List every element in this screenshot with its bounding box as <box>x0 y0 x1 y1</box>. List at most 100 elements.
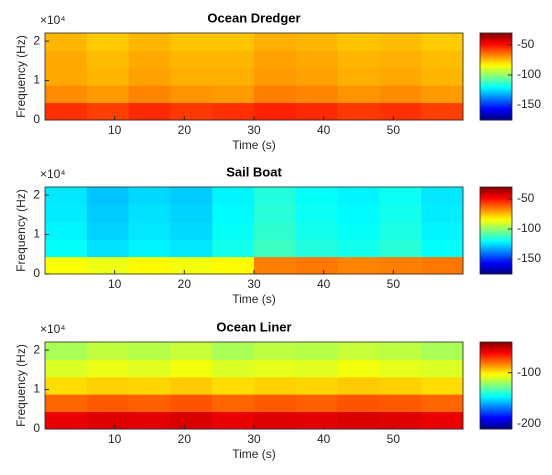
heatmap-cell <box>421 221 464 240</box>
colorbar-segment <box>480 189 512 192</box>
colorbar-segment <box>480 63 512 67</box>
heatmap-cell <box>86 394 130 413</box>
heatmap-cell <box>254 359 297 378</box>
heatmap-cell <box>212 239 255 258</box>
heatmap-cell <box>170 67 213 86</box>
heatmap-cell <box>254 239 297 258</box>
colorbar-segment <box>480 252 512 255</box>
colorbar-segment <box>480 39 512 43</box>
heatmap-cell <box>128 85 171 104</box>
heatmap-cell <box>86 85 130 104</box>
heatmap-cell <box>86 187 130 205</box>
colorbar-segment <box>480 193 512 197</box>
x-axis-label: Time (s) <box>232 447 276 461</box>
colorbar-segment <box>480 234 512 238</box>
y-tick-label: 2 <box>33 33 40 47</box>
colorbar-segment <box>480 54 512 58</box>
heatmap-cell <box>295 50 339 69</box>
colorbar-segment <box>480 265 512 268</box>
heatmap-cell <box>45 256 88 275</box>
colorbar-segment <box>480 48 512 51</box>
heatmap-cell <box>86 376 130 395</box>
colorbar-tick-label: -100 <box>517 221 541 235</box>
heatmap-cell <box>45 33 88 51</box>
colorbar-segment <box>480 400 512 404</box>
heatmap-cell <box>45 50 88 69</box>
colorbar-segment <box>480 41 512 45</box>
y-axis-label: Frequency (Hz) <box>14 35 28 118</box>
y-exponent-label: ×10⁴ <box>40 167 66 181</box>
colorbar-tick-label: -150 <box>517 251 541 265</box>
x-tick-label: 30 <box>247 123 261 137</box>
y-tick-label: 2 <box>33 187 40 201</box>
heatmap-cell <box>379 221 422 240</box>
heatmap-cell <box>254 411 297 430</box>
heatmap-cell <box>337 342 380 360</box>
heatmap-cell <box>128 221 171 240</box>
colorbar-segment <box>480 350 512 354</box>
heatmap-cell <box>212 85 255 104</box>
colorbar-segment <box>480 247 512 251</box>
heatmap-cell <box>86 256 130 275</box>
colorbar-segment <box>480 187 512 190</box>
heatmap-cell <box>337 239 380 258</box>
colorbar-segment <box>480 111 512 114</box>
colorbar-segment <box>480 376 512 380</box>
heatmap-cell <box>86 67 130 86</box>
heatmap-cell <box>295 33 339 51</box>
colorbar-segment <box>480 208 512 212</box>
colorbar-segment <box>480 78 512 82</box>
colorbar-segment <box>480 409 512 413</box>
colorbar-segment <box>480 33 512 36</box>
colorbar-frame <box>479 341 513 430</box>
colorbar-tick-label: -150 <box>517 97 541 111</box>
colorbar-segment <box>480 381 512 384</box>
heatmap-cell <box>295 239 339 258</box>
colorbar-segment <box>480 191 512 195</box>
colorbar-segment <box>480 232 512 236</box>
colorbar-segment <box>480 407 512 410</box>
x-tick-label: 20 <box>178 277 192 291</box>
colorbar-segment <box>480 370 512 373</box>
colorbar-segment <box>480 258 512 262</box>
colorbar-segment <box>480 93 512 97</box>
x-tick-label: 40 <box>317 432 331 446</box>
heatmap-cell <box>212 359 255 378</box>
colorbar-segment <box>480 52 512 56</box>
chart-title: Sail Boat <box>226 164 282 179</box>
colorbar-segment <box>480 96 512 99</box>
x-tick-label: 20 <box>178 123 192 137</box>
heatmap-cell <box>379 33 422 51</box>
heatmap-cell <box>337 187 380 205</box>
heatmap-cell <box>128 50 171 69</box>
colorbar-segment <box>480 67 512 71</box>
y-exponent-label: ×10⁴ <box>40 13 66 27</box>
heatmap-cell <box>254 204 297 223</box>
colorbar-segment <box>480 263 512 266</box>
heatmap-cell <box>421 33 464 51</box>
colorbar-segment <box>480 396 512 400</box>
heatmap-cell <box>212 204 255 223</box>
colorbar-segment <box>480 72 512 75</box>
colorbar-segment <box>480 50 512 54</box>
y-exponent-label: ×10⁴ <box>40 322 66 336</box>
heatmap-cell <box>295 67 339 86</box>
heatmap-cell <box>295 187 339 205</box>
heatmap-cell <box>421 359 464 378</box>
heatmap-cell <box>86 411 130 430</box>
heatmap-cell <box>295 411 339 430</box>
heatmap-cell <box>170 411 213 430</box>
heatmap-cell <box>45 359 88 378</box>
y-tick-label: 1 <box>33 73 40 87</box>
chart-title: Ocean Dredger <box>207 10 300 25</box>
x-tick-label: 50 <box>387 277 401 291</box>
colorbar-segment <box>480 355 512 358</box>
heatmap-cell <box>421 411 464 430</box>
heatmap-cell <box>254 50 297 69</box>
heatmap-cell <box>337 221 380 240</box>
colorbar-segment <box>480 389 512 393</box>
heatmap-cell <box>295 221 339 240</box>
heatmap-cell <box>45 85 88 104</box>
colorbar-segment <box>480 372 512 376</box>
heatmap-cell <box>128 67 171 86</box>
